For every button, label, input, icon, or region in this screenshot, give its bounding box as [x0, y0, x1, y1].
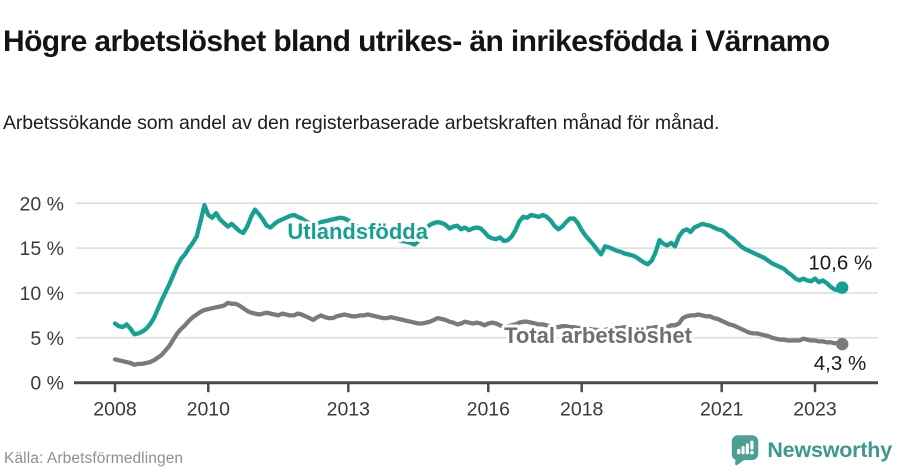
- series-end-value-total-arbetsl-shet: 4,3 %: [814, 352, 866, 375]
- line-chart: 0 % 5 % 10 % 15 % 20 % 2008 2010 2013 2016 2018 20…: [20, 193, 878, 421]
- x-tick-label: 2013: [327, 399, 370, 421]
- page-title: Högre arbetslöshet bland utrikes- än inr…: [3, 25, 830, 59]
- x-tick-label: 2018: [560, 399, 603, 421]
- y-tick-label: 20 %: [20, 193, 64, 215]
- series-line-utlandsf-dda: [112, 202, 845, 337]
- series-end-dot-utlandsf-dda: [836, 281, 849, 294]
- series-label-utlandsf-dda: Utlandsfödda: [287, 219, 428, 244]
- x-tick-label: 2021: [700, 399, 743, 421]
- x-tick-label: 2023: [793, 399, 836, 421]
- y-tick-label: 0 %: [30, 373, 64, 395]
- newsworthy-logo: Newsworthy: [731, 434, 892, 466]
- y-tick-label: 5 %: [30, 328, 64, 350]
- source-label: Källa: Arbetsförmedlingen: [4, 450, 184, 467]
- series-line-total-arbetsl-shet: [112, 300, 845, 367]
- series-end-value-utlandsf-dda: 10,6 %: [808, 252, 872, 275]
- y-tick-label: 10 %: [20, 283, 64, 305]
- x-tick-label: 2010: [187, 399, 231, 421]
- newsworthy-wordmark: Newsworthy: [767, 437, 892, 462]
- series-end-dot-total-arbetsl-shet: [836, 337, 849, 351]
- page-subtitle: Arbetssökande som andel av den registerb…: [3, 111, 720, 134]
- newsworthy-bubble-chart-icon: [732, 435, 759, 466]
- series-label-total-arbetsl-shet: Total arbetslöshet: [504, 323, 693, 348]
- y-tick-label: 15 %: [20, 238, 64, 260]
- x-tick-label: 2016: [467, 399, 510, 421]
- x-tick-label: 2008: [93, 399, 136, 421]
